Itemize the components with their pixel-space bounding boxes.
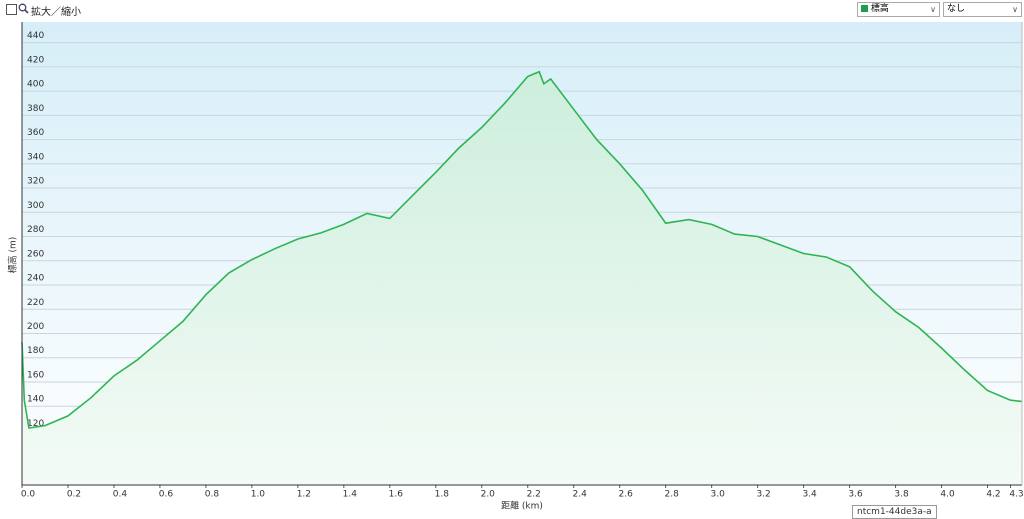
tooltip: ntcm1-44de3a-a — [852, 505, 937, 519]
x-tick-label: 1.2 — [297, 490, 311, 500]
y-tick-label: 180 — [27, 346, 44, 356]
zoom-label: 拡大／縮小 — [31, 7, 81, 18]
series-select[interactable]: 標高 ∨ — [857, 2, 940, 17]
x-tick-label: 0.8 — [205, 490, 220, 500]
x-tick-label: 1.8 — [435, 490, 450, 500]
x-tick-label: 2.6 — [619, 490, 634, 500]
area-fill — [22, 71, 1022, 485]
y-tick-label: 200 — [27, 322, 44, 332]
x-tick-label: 0.6 — [159, 490, 174, 500]
y-tick-label: 400 — [27, 80, 44, 90]
x-tick-label: 1.6 — [389, 490, 404, 500]
x-tick-label: 1.4 — [343, 490, 358, 500]
x-tick-label: 2.2 — [527, 490, 541, 500]
x-tick-label: 2.0 — [481, 490, 496, 500]
x-tick-label: 3.6 — [848, 490, 863, 500]
second-select-label: なし — [947, 4, 966, 14]
y-tick-label: 240 — [27, 274, 44, 284]
x-tick-label: 3.8 — [894, 490, 909, 500]
x-tick-label: 4.0 — [940, 490, 955, 500]
second-select[interactable]: なし ∨ — [943, 2, 1022, 17]
y-tick-label: 280 — [27, 225, 44, 235]
x-tick-label: 2.8 — [665, 490, 680, 500]
x-tick-label: 3.4 — [802, 490, 817, 500]
y-tick-label: 220 — [27, 298, 44, 308]
y-tick-label: 420 — [27, 55, 44, 65]
x-tick-label: 1.0 — [251, 490, 266, 500]
y-axis-title: 標高 (m) — [7, 237, 19, 274]
x-tick-label: 4.2 — [986, 490, 1000, 500]
legend-swatch — [861, 5, 868, 12]
x-tick-label: 3.0 — [710, 490, 725, 500]
y-tick-label: 140 — [27, 395, 44, 405]
y-tick-label: 340 — [27, 152, 44, 162]
x-tick-label: 3.2 — [756, 490, 770, 500]
y-tick-label: 320 — [27, 177, 44, 187]
y-tick-label: 440 — [27, 31, 44, 41]
x-tick-label: 0.2 — [67, 490, 81, 500]
x-tick-label: 4.3 — [1009, 490, 1023, 500]
y-tick-label: 120 — [27, 419, 44, 429]
x-tick-label: 0.0 — [21, 490, 36, 500]
x-tick-label: 0.4 — [113, 490, 128, 500]
x-axis-title: 距離 (km) — [501, 500, 543, 512]
y-tick-label: 160 — [27, 370, 44, 380]
y-tick-label: 360 — [27, 128, 44, 138]
y-tick-label: 380 — [27, 104, 44, 114]
x-tick-label: 2.4 — [573, 490, 588, 500]
elevation-line — [21, 70, 1023, 429]
y-tick-label: 260 — [27, 249, 44, 259]
zoom-checkbox[interactable] — [6, 4, 17, 15]
magnifier-icon — [18, 3, 29, 14]
legend-label: 標高 — [870, 4, 889, 14]
y-tick-label: 300 — [27, 201, 44, 211]
